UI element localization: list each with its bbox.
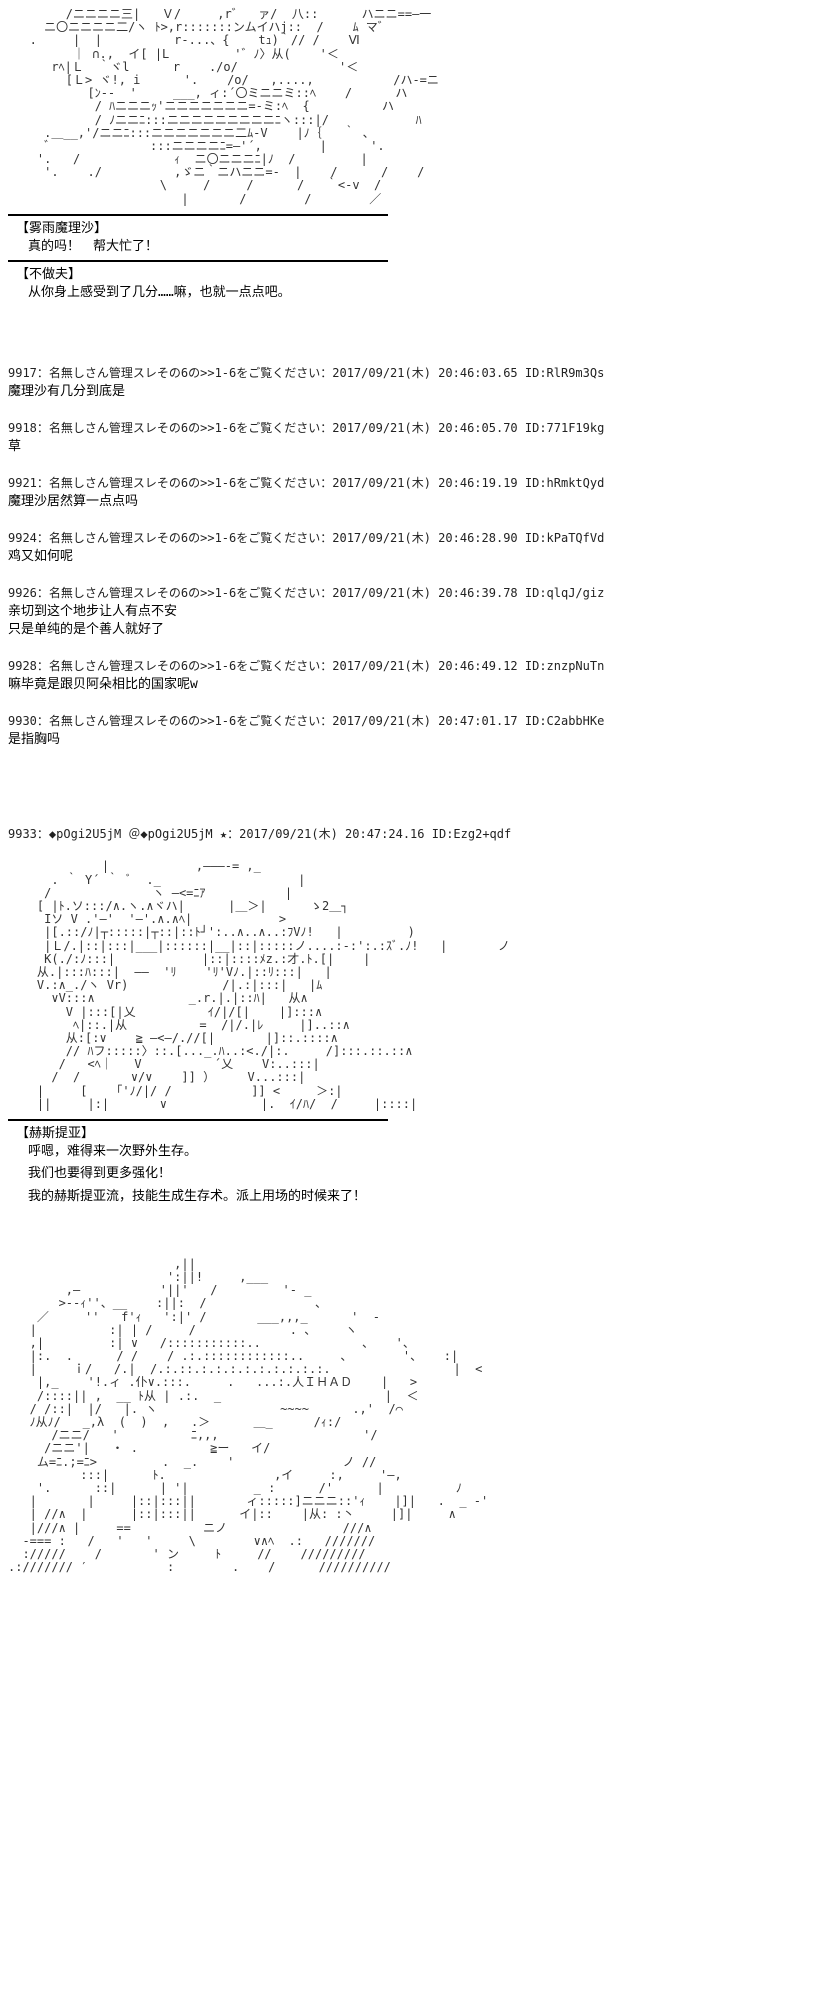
dialogue-line: 呼嗯，难得来一次野外生存。 — [28, 1143, 811, 1161]
divider — [8, 260, 388, 262]
dialogue-line: 真的吗！ 帮大忙了！ — [28, 238, 811, 256]
forum-post: 9924：名無しさん管理スレその6の>>1-6をご覧ください：2017/09/2… — [8, 530, 811, 567]
post-body: 魔理沙有几分到底是 — [8, 383, 811, 401]
dialogue-line: 从你身上感受到了几分……嘛，也就一点点吧。 — [28, 284, 811, 302]
dialogue-line: 我的赫斯提亚流，技能生成生存术。派上用场的时候来了！ — [28, 1188, 811, 1206]
post-body: 亲切到这个地步让人有点不安 只是单纯的是个善人就好了 — [8, 603, 811, 639]
post-body: 草 — [8, 438, 811, 456]
dialogue-line: 我们也要得到更多强化！ — [28, 1165, 811, 1183]
post-header: 9930：名無しさん管理スレその6の>>1-6をご覧ください：2017/09/2… — [8, 713, 811, 730]
post-body: 嘛毕竟是跟贝阿朵相比的国家呢w — [8, 676, 811, 694]
ascii-art-3: ,|| ':||! ,___ ,― '||' / '- _ >--ｨ''、__ … — [8, 1258, 811, 1575]
post-date: 2017/09/21(木) 20:47:24.16 — [239, 827, 424, 841]
post-header: 9924：名無しさん管理スレその6の>>1-6をご覧ください：2017/09/2… — [8, 530, 811, 547]
post-header: 9933：◆pOgi2U5jM ＠◆pOgi2U5jM ★：2017/09/21… — [8, 826, 811, 843]
divider — [8, 1119, 388, 1121]
post-header: 9921：名無しさん管理スレその6の>>1-6をご覧ください：2017/09/2… — [8, 475, 811, 492]
post-name: ◆pOgi2U5jM ＠◆pOgi2U5jM ★ — [49, 827, 227, 841]
post-body: 是指胸吗 — [8, 731, 811, 749]
forum-post: 9930：名無しさん管理スレその6の>>1-6をご覧ください：2017/09/2… — [8, 713, 811, 750]
ascii-art-1: /ニニニニ三| Ｖ/ ,r゛ ァ/ 八:: ハニニ==―一 ニ〇ニニニニ二/ヽ … — [8, 8, 811, 206]
post-body: 魔理沙居然算一点点吗 — [8, 493, 811, 511]
forum-post: 9921：名無しさん管理スレその6の>>1-6をご覧ください：2017/09/2… — [8, 475, 811, 512]
speaker-name: 【赫斯提亚】 — [16, 1125, 811, 1143]
post-body: 鸡又如何呢 — [8, 548, 811, 566]
forum-post: 9918：名無しさん管理スレその6の>>1-6をご覧ください：2017/09/2… — [8, 420, 811, 457]
author-post: 9933：◆pOgi2U5jM ＠◆pOgi2U5jM ★：2017/09/21… — [8, 826, 811, 843]
forum-post: 9917：名無しさん管理スレその6の>>1-6をご覧ください：2017/09/2… — [8, 365, 811, 402]
speaker-name: 【不做夫】 — [16, 266, 811, 284]
forum-post: 9926：名無しさん管理スレその6の>>1-6をご覧ください：2017/09/2… — [8, 585, 811, 640]
post-id: ID:Ezg2+qdf — [432, 827, 511, 841]
speaker-name: 【雾雨魔理沙】 — [16, 220, 811, 238]
forum-post: 9928：名無しさん管理スレその6の>>1-6をご覧ください：2017/09/2… — [8, 658, 811, 695]
post-num: 9933 — [8, 827, 37, 841]
post-header: 9928：名無しさん管理スレその6の>>1-6をご覧ください：2017/09/2… — [8, 658, 811, 675]
post-header: 9926：名無しさん管理スレその6の>>1-6をご覧ください：2017/09/2… — [8, 585, 811, 602]
divider — [8, 214, 388, 216]
post-header: 9917：名無しさん管理スレその6の>>1-6をご覧ください：2017/09/2… — [8, 365, 811, 382]
post-header: 9918：名無しさん管理スレその6の>>1-6をご覧ください：2017/09/2… — [8, 420, 811, 437]
ascii-art-2: | ,―――-= ,_ . ｀ Y´ ｀ ﾞ ._ | / ヽ ―<=ﾆｱ | … — [8, 860, 811, 1111]
